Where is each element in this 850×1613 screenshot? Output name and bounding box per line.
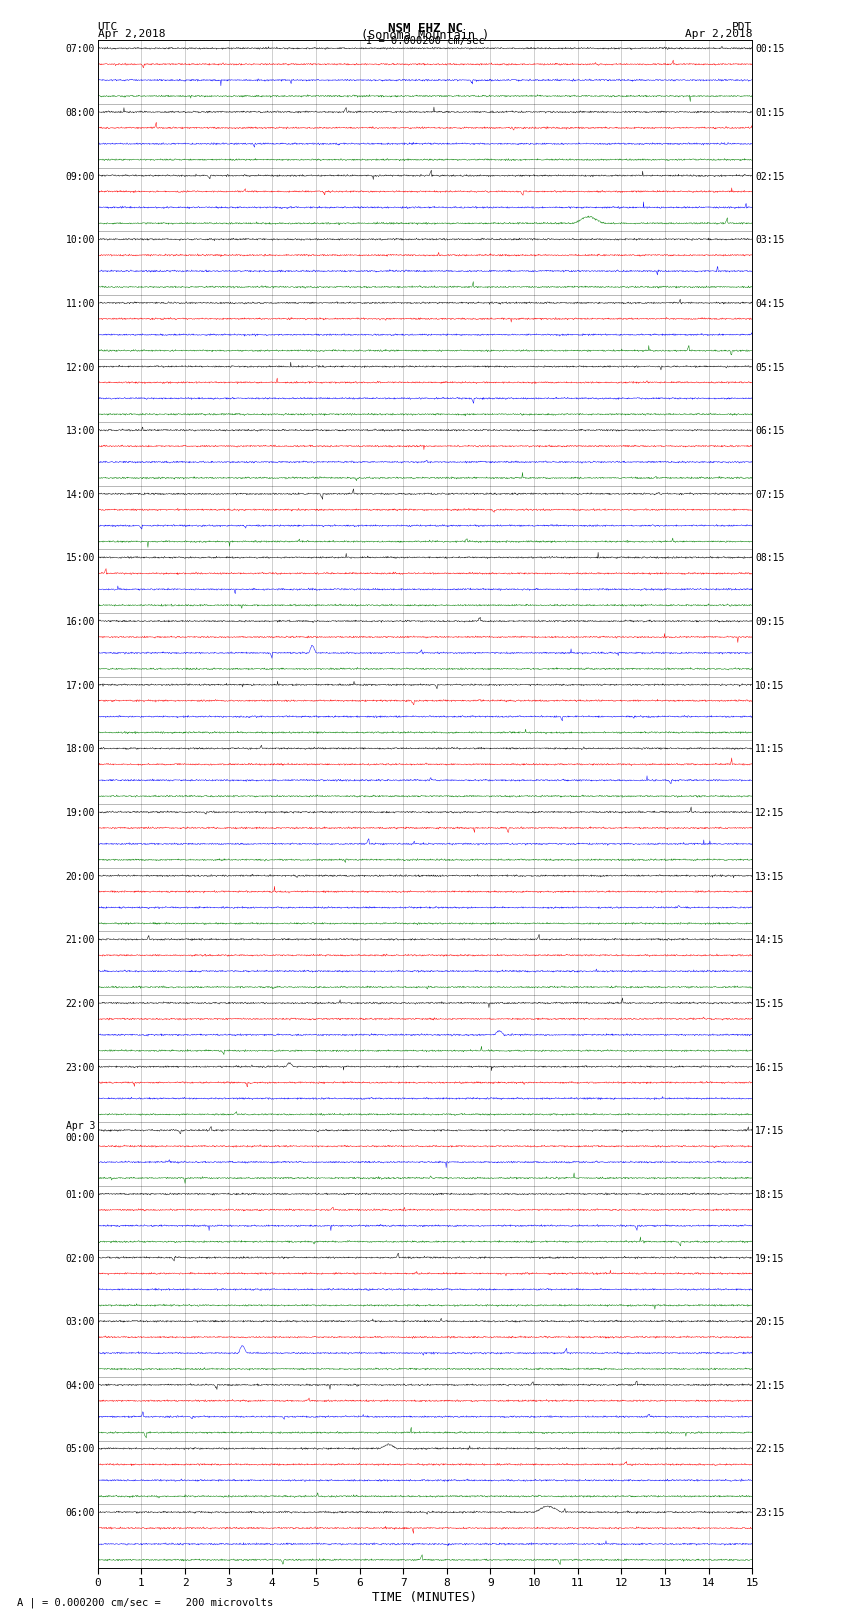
Text: Apr 2,2018: Apr 2,2018: [98, 29, 165, 39]
Text: (Sonoma Mountain ): (Sonoma Mountain ): [361, 29, 489, 42]
Text: UTC: UTC: [98, 23, 118, 32]
Text: PDT: PDT: [732, 23, 752, 32]
X-axis label: TIME (MINUTES): TIME (MINUTES): [372, 1590, 478, 1603]
Text: NSM EHZ NC: NSM EHZ NC: [388, 23, 462, 35]
Text: A | = 0.000200 cm/sec =    200 microvolts: A | = 0.000200 cm/sec = 200 microvolts: [17, 1597, 273, 1608]
Text: I = 0.000200 cm/sec: I = 0.000200 cm/sec: [366, 37, 484, 47]
Text: Apr 2,2018: Apr 2,2018: [685, 29, 752, 39]
